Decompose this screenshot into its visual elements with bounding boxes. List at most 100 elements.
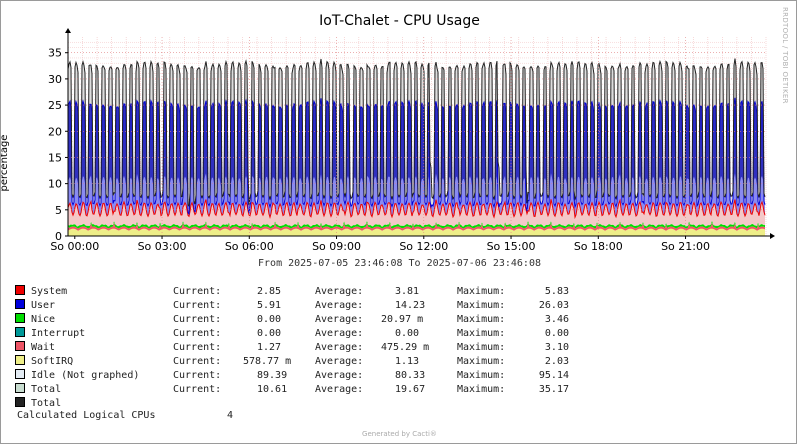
- legend-series-name: System: [31, 286, 68, 297]
- legend-current-label: Current:: [173, 370, 222, 381]
- legend-series-name: Wait: [31, 342, 56, 353]
- legend-average-label: Average:: [315, 384, 364, 395]
- legend-current-label: Current:: [173, 342, 222, 353]
- chart-title: IoT-Chalet - CPU Usage: [319, 13, 480, 29]
- legend-maximum-value: 0.00: [544, 328, 569, 339]
- legend-maximum-value: 5.83: [544, 286, 569, 297]
- legend-average-label: Average:: [315, 356, 364, 367]
- y-tick-label: 30: [48, 73, 62, 86]
- legend-row: Wait Current: 1.27 Average: 475.29 m Maximum:…: [15, 341, 569, 355]
- logical-cpus-row: Calculated Logical CPUs 4: [17, 410, 233, 421]
- legend-row: User Current: 5.91 Average: 14.23 Maximum: 26.…: [15, 299, 569, 313]
- legend-current-label: Current:: [173, 328, 222, 339]
- logical-cpus-label: Calculated Logical CPUs: [17, 410, 156, 421]
- x-axis-arrow: [770, 233, 775, 239]
- x-tick-label: So 12:00: [399, 240, 448, 253]
- legend-series-name: SoftIRQ: [31, 356, 74, 367]
- legend-series-name: User: [31, 300, 56, 311]
- y-tick-label: 10: [48, 178, 62, 191]
- legend-maximum-value: 2.03: [544, 356, 569, 367]
- legend-row: SoftIRQ Current: 578.77 m Average: 1.13 Maxim…: [15, 355, 569, 369]
- legend-series-name: Total: [31, 384, 62, 395]
- series-system-area: [68, 199, 765, 227]
- legend-average-value: 14.23: [395, 300, 426, 311]
- x-tick-label: So 15:00: [487, 240, 536, 253]
- legend-maximum-label: Maximum:: [457, 384, 506, 395]
- legend-row: System Current: 2.85 Average: 3.81 Maximum: 5.…: [15, 285, 569, 299]
- legend-current-label: Current:: [173, 384, 222, 395]
- y-axis-arrow: [65, 28, 71, 33]
- x-tick-label: So 09:00: [312, 240, 361, 253]
- legend-row: Total: [15, 397, 61, 411]
- legend-current-value: 5.91: [257, 300, 282, 311]
- x-tick-label: So 03:00: [138, 240, 187, 253]
- legend-swatch: [15, 327, 25, 337]
- legend-average-value: 3.81: [395, 286, 420, 297]
- legend-current-label: Current:: [173, 286, 222, 297]
- legend-average-value: 0.00: [395, 328, 420, 339]
- legend-current-value: 89.39: [257, 370, 288, 381]
- legend-current-value: 1.27: [257, 342, 282, 353]
- series-total-line: [67, 58, 766, 208]
- legend-maximum-value: 3.10: [544, 342, 569, 353]
- legend-maximum-label: Maximum:: [457, 342, 506, 353]
- y-tick-label: 20: [48, 125, 62, 138]
- legend-current-value: 2.85: [257, 286, 282, 297]
- time-range-text: From 2025-07-05 23:46:08 To 2025-07-06 2…: [258, 258, 541, 269]
- legend-average-label: Average:: [315, 300, 364, 311]
- legend-current-label: Current:: [173, 300, 222, 311]
- legend-maximum-value: 95.14: [538, 370, 569, 381]
- y-tick-label: 0: [55, 230, 62, 243]
- legend-row: Idle (Not graphed) Current: 89.39 Average: 8…: [15, 369, 569, 383]
- legend-series-name: Nice: [31, 314, 56, 325]
- series-softirq-area: [68, 228, 765, 236]
- y-tick-label: 25: [48, 99, 62, 112]
- legend-average-value: 19.67: [395, 384, 426, 395]
- legend-average-label: Average:: [315, 328, 364, 339]
- legend-maximum-label: Maximum:: [457, 328, 506, 339]
- legend-maximum-value: 35.17: [538, 384, 569, 395]
- legend-current-value: 0.00: [257, 314, 282, 325]
- series-wait-area: [68, 222, 765, 231]
- legend-swatch: [15, 355, 25, 365]
- legend-series-name: Total: [31, 398, 62, 409]
- legend-series-name: Idle (Not graphed): [31, 370, 140, 381]
- legend-series-name: Interrupt: [31, 328, 86, 339]
- legend-maximum-label: Maximum:: [457, 314, 506, 325]
- legend-maximum-value: 3.46: [544, 314, 569, 325]
- legend-swatch: [15, 397, 25, 407]
- rrdtool-watermark: RRDTOOL / TOBI OETIKER: [781, 7, 789, 104]
- legend-current-label: Current:: [173, 356, 222, 367]
- legend-average-label: Average:: [315, 342, 364, 353]
- legend-average-value: 20.97 m: [381, 314, 424, 325]
- legend-maximum-label: Maximum:: [457, 300, 506, 311]
- y-tick-label: 35: [48, 47, 62, 60]
- series-nice-area: [68, 220, 765, 229]
- legend-average-value: 475.29 m: [381, 342, 430, 353]
- legend-current-label: Current:: [173, 314, 222, 325]
- legend-maximum-label: Maximum:: [457, 286, 506, 297]
- y-tick-label: 5: [55, 204, 62, 217]
- legend-row: Nice Current: 0.00 Average: 20.97 m Maximum: 3…: [15, 313, 569, 327]
- x-tick-label: So 18:00: [574, 240, 623, 253]
- legend-average-label: Average:: [315, 370, 364, 381]
- legend-average-value: 1.13: [395, 356, 420, 367]
- series-system-line: [67, 198, 766, 220]
- x-tick-label: So 06:00: [225, 240, 274, 253]
- legend-maximum-value: 26.03: [538, 300, 569, 311]
- legend-current-value: 10.61: [257, 384, 288, 395]
- legend-swatch: [15, 299, 25, 309]
- legend-swatch: [15, 369, 25, 379]
- legend-average-value: 80.33: [395, 370, 426, 381]
- legend-average-label: Average:: [315, 314, 364, 325]
- legend-swatch: [15, 341, 25, 351]
- legend-current-value: 0.00: [257, 328, 282, 339]
- legend-swatch: [15, 383, 25, 393]
- legend-current-value: 578.77 m: [243, 356, 292, 367]
- legend-maximum-label: Maximum:: [457, 356, 506, 367]
- legend-swatch: [15, 285, 25, 295]
- legend: System Current: 2.85 Average: 3.81 Maximum: 5.…: [15, 285, 569, 411]
- x-tick-label: So 00:00: [50, 240, 99, 253]
- y-tick-label: 15: [48, 151, 62, 164]
